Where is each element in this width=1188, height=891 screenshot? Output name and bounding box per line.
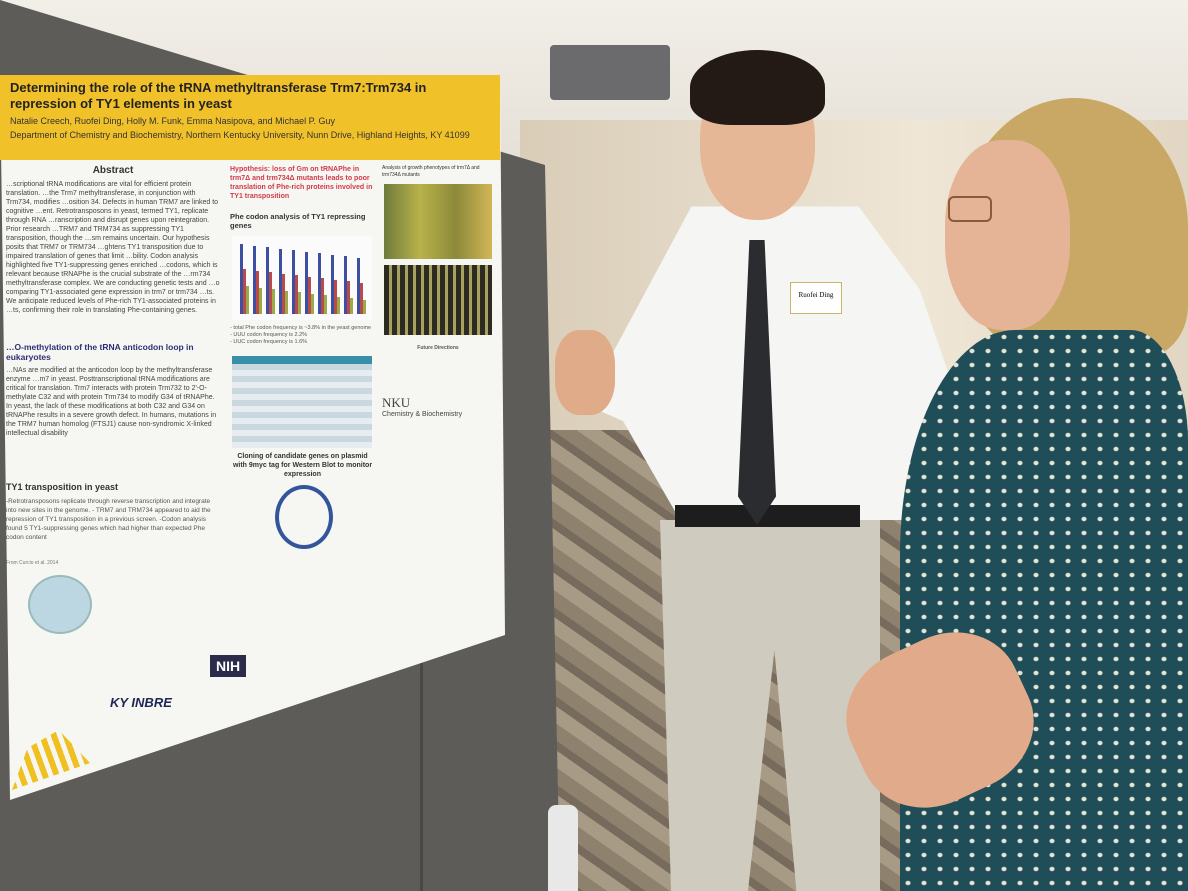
chart-bar [259,287,262,314]
plasmid-map [275,485,333,549]
chart-bar [311,293,314,314]
chart-bar [363,299,366,314]
chart-bar [269,272,272,314]
growth-plate-image [384,265,492,335]
nku-logo-text: NKU [382,395,411,410]
nku-dept-text: Chemistry & Biochemistry [382,411,463,418]
nih-logo: NIH [210,655,247,677]
growth-plate-image [384,184,492,259]
eyeglasses [948,196,992,222]
chart-bar [318,253,321,314]
poster-banner [0,75,500,160]
student-belt [675,505,860,527]
chart-bar [337,296,340,314]
phe-codon-chart [232,236,372,320]
water-bottle [548,805,578,891]
poster-title: Determining the role of the tRNA methylt… [10,80,427,111]
chart-bar [344,256,347,314]
chart-bar [298,292,301,314]
phe-heading: Phe codon analysis of TY1 repressing gen… [230,212,366,230]
chart-bar [279,248,282,314]
chart-bar [295,275,298,314]
chart-bar [292,250,295,314]
abstract-text: …scriptional tRNA modifications are vita… [6,181,220,314]
future-directions-heading: Future Directions [417,345,459,351]
chart-bar [350,298,353,314]
chart-bar [334,279,337,314]
chart-bar [272,289,275,314]
nku-logo: NKU Chemistry & Biochemistry [382,395,494,419]
chart-bar [266,247,269,314]
chart-bar [321,278,324,314]
chart-bar [285,290,288,314]
student-hand [555,330,615,415]
stat-line: - UUC codon frequency is 1.6% [230,339,308,345]
cloning-heading: Cloning of candidate genes on plasmid wi… [232,453,373,478]
chart-bar [305,251,308,314]
ty1-heading: TY1 transposition in yeast [6,482,119,492]
stat-line: - UUU codon frequency is 2.2% [230,332,308,338]
phe-stats: - total Phe codon frequency is ~3.8% in … [230,325,375,346]
figure-credit: From Curcio et al. 2014 [6,560,59,566]
chart-bar [253,245,256,314]
stat-line: - total Phe codon frequency is ~3.8% in … [230,325,372,331]
projector [550,45,670,100]
hypothesis-text: Hypothesis: loss of Gm on tRNAPhe in trm… [230,166,373,200]
woman-face [945,140,1070,330]
chart-bar [246,286,249,314]
chart-bar [308,276,311,314]
chart-bar [360,282,363,314]
omethylation-text: …NAs are modified at the anticodon loop … [6,367,217,437]
growth-heading: Analysis of growth phenotypes of trm7Δ a… [382,165,480,178]
ty1-lifecycle-figure [28,575,92,634]
abstract-heading: Abstract [92,165,134,176]
student-hair [690,50,825,125]
chart-bar [282,273,285,314]
poster-department: Department of Chemistry and Biochemistry… [10,130,470,140]
chart-bar [256,270,259,314]
chart-bar [357,257,360,314]
chart-bar [324,295,327,314]
omethylation-heading: …O-methylation of the tRNA anticodon loo… [6,342,194,362]
chart-bar [240,244,243,314]
ty1-text: -Retrotransposons replicate through reve… [6,498,211,541]
chart-bar [243,269,246,314]
ky-inbre-logo: KY INBRE [110,695,172,710]
chart-bar [347,281,350,314]
woman-floral-dress [900,330,1188,891]
poster-authors: Natalie Creech, Ruofei Ding, Holly M. Fu… [10,116,335,126]
gene-table [232,356,372,448]
name-tag: Ruofei Ding [790,282,842,314]
chart-bar [331,254,334,314]
